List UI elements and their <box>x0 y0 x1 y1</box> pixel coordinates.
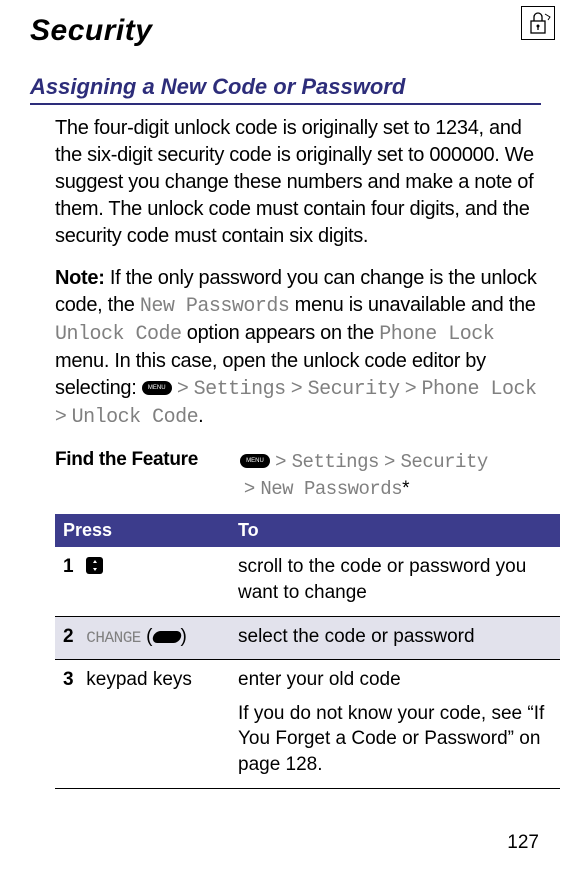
table-row: 1 scroll to the code or password you wan… <box>55 547 560 616</box>
page-title: Security <box>30 14 541 48</box>
path-unlock-code: Unlock Code <box>72 406 199 429</box>
table-row: 3 keypad keys enter your old code If you… <box>55 660 560 789</box>
softkey-label: CHANGE <box>86 629 141 647</box>
note-end: . <box>198 405 203 427</box>
nav-key-icon <box>86 557 103 574</box>
table-row: 2 CHANGE () select the code or password <box>55 616 560 660</box>
nav-separator: > <box>400 377 422 399</box>
to-cell: enter your old code If you do not know y… <box>230 660 560 789</box>
nav-separator: > <box>384 451 400 472</box>
menu-key-icon <box>240 454 270 468</box>
press-cell: 1 <box>55 547 230 616</box>
intro-paragraph: The four-digit unlock code is originally… <box>55 115 541 250</box>
paren: ( <box>141 626 153 647</box>
menu-phone-lock: Phone Lock <box>379 323 494 346</box>
path-new-passwords: New Passwords <box>260 478 402 500</box>
header-to: To <box>230 514 560 547</box>
to-text-2: If you do not know your code, see “If Yo… <box>238 703 544 775</box>
soft-key-icon <box>151 631 182 643</box>
section-title: Assigning a New Code or Password <box>30 74 541 105</box>
path-security: Security <box>401 451 488 473</box>
note-text: menu is unavailable and the <box>289 294 535 316</box>
menu-new-passwords: New Passwords <box>140 295 290 318</box>
page-number: 127 <box>507 832 539 854</box>
note-paragraph: Note: If the only password you can chang… <box>55 265 541 431</box>
step-number: 1 <box>63 554 81 580</box>
find-feature-block: Find the Feature > Settings > Security >… <box>55 449 541 502</box>
step-number: 3 <box>63 667 81 693</box>
instruction-table: Press To 1 scroll to the code or passwor… <box>55 514 560 788</box>
header-press: Press <box>55 514 230 547</box>
nav-separator: > <box>286 377 308 399</box>
table-header-row: Press To <box>55 514 560 547</box>
to-text-1: enter your old code <box>238 669 401 690</box>
menu-unlock-code: Unlock Code <box>55 323 182 346</box>
path-settings: Settings <box>292 451 379 473</box>
step-number: 2 <box>63 624 81 650</box>
nav-separator: > <box>177 377 194 399</box>
lock-icon <box>521 6 555 40</box>
path-security: Security <box>308 378 400 401</box>
asterisk: * <box>402 478 409 499</box>
to-cell: select the code or password <box>230 616 560 660</box>
to-cell: scroll to the code or password you want … <box>230 547 560 616</box>
path-settings: Settings <box>194 378 286 401</box>
press-text: keypad keys <box>86 669 192 690</box>
paren: ) <box>181 626 187 647</box>
note-label: Note: <box>55 267 105 289</box>
nav-separator: > <box>244 478 260 499</box>
press-cell: 3 keypad keys <box>55 660 230 789</box>
press-cell: 2 CHANGE () <box>55 616 230 660</box>
find-feature-path: > Settings > Security > New Passwords* <box>240 449 488 502</box>
menu-key-icon <box>142 381 172 395</box>
nav-separator: > <box>55 405 72 427</box>
nav-separator: > <box>275 451 291 472</box>
path-phone-lock: Phone Lock <box>422 378 537 401</box>
note-text: option appears on the <box>182 322 380 344</box>
find-feature-label: Find the Feature <box>55 449 240 502</box>
